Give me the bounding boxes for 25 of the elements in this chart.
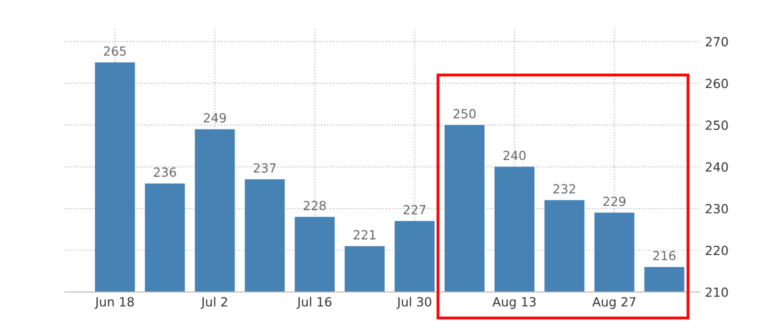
x-tick-label: Aug 13 [492, 297, 536, 309]
data-label: 221 [354, 230, 376, 240]
y-tick-label: 240 [706, 162, 728, 172]
x-tick-label: Jul 30 [396, 296, 432, 309]
data-label: 237 [254, 163, 276, 173]
data-label: 228 [304, 200, 326, 210]
data-label: 227 [404, 204, 426, 214]
data-label: 229 [603, 196, 626, 206]
x-tick-label: Jun 18 [94, 297, 134, 309]
x-tick-label: Jul 16 [296, 296, 332, 309]
y-tick-label: 210 [706, 287, 728, 297]
x-tick-label: Aug 27 [592, 297, 636, 309]
data-label: 236 [154, 167, 176, 177]
y-tick-label: 250 [706, 120, 728, 130]
data-label: 216 [653, 250, 676, 260]
y-tick-label: 270 [706, 36, 728, 46]
data-label: 249 [204, 113, 226, 123]
data-label: 240 [503, 150, 526, 160]
y-tick-label: 220 [706, 246, 728, 256]
data-label: 232 [553, 184, 576, 194]
y-tick-label: 260 [706, 78, 728, 88]
data-label: 265 [104, 46, 126, 56]
y-tick-label: 230 [706, 204, 728, 214]
x-tick-label: Jul 2 [200, 296, 228, 309]
data-label: 250 [454, 108, 476, 118]
